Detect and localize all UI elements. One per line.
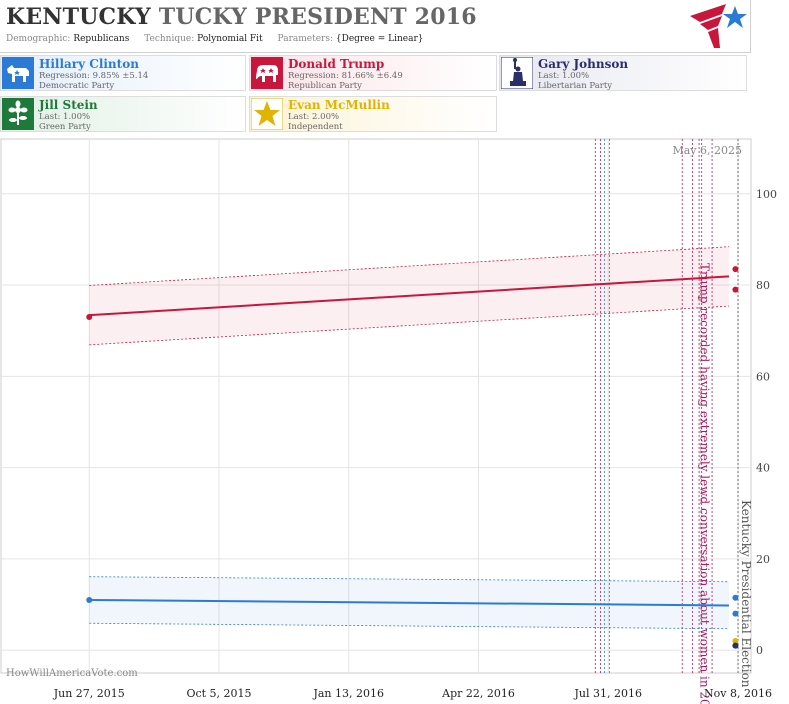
candidate-card-stein[interactable]: Jill Stein Last: 1.00% Green Party: [0, 96, 246, 132]
poll-point: [732, 286, 739, 293]
header-bar: KENTUCKY TUCKY PRESIDENT 2016 Demographi…: [0, 0, 751, 53]
candidate-last: Last: 1.00%: [538, 71, 590, 81]
x-tick-label: Oct 5, 2015: [186, 687, 251, 700]
y-tick-label: 80: [756, 279, 770, 292]
leaf-flower-icon: [2, 98, 34, 130]
band-lower-edge: [89, 305, 729, 346]
poll-point: [732, 642, 739, 649]
y-tick-label: 100: [756, 188, 777, 201]
candidate-name: Hillary Clinton: [39, 57, 139, 71]
title-state: KENTUCKY: [6, 4, 151, 30]
title-race: TUCKY PRESIDENT 2016: [158, 4, 477, 30]
parameters-label: Parameters:: [277, 34, 333, 44]
y-tick-label: 0: [756, 644, 763, 657]
event-annotation: Trump recorded having extremely lewd con…: [698, 263, 712, 704]
candidate-party: Libertarian Party: [538, 81, 613, 91]
candidate-party: Green Party: [39, 122, 91, 132]
candidate-name: Evan McMullin: [288, 98, 390, 112]
polling-chart: Trump recorded having extremely lewd con…: [0, 138, 777, 704]
candidate-card-mcmullin[interactable]: Evan McMullin Last: 2.00% Independent: [249, 96, 497, 132]
x-tick-label: Nov 8, 2016: [704, 687, 772, 700]
candidate-regression: Regression: 81.66% ±6.49: [288, 71, 403, 81]
regression-line: [89, 275, 730, 317]
elephant-icon: [251, 57, 283, 89]
regression-line: [89, 598, 729, 607]
y-tick-label: 20: [756, 553, 770, 566]
x-tick-label: Apr 22, 2016: [441, 687, 515, 700]
band-upper-edge: [89, 576, 729, 583]
demographic-label: Demographic:: [6, 34, 71, 44]
candidate-card-johnson[interactable]: Gary Johnson Last: 1.00% Libertarian Par…: [499, 55, 747, 91]
candidate-name: Gary Johnson: [538, 57, 629, 71]
x-tick-label: Jan 13, 2016: [312, 687, 384, 700]
x-tick-label: Jun 27, 2015: [53, 687, 125, 700]
poll-point: [732, 594, 739, 601]
demographic-value: Republicans: [73, 34, 130, 44]
y-tick-label: 60: [756, 370, 770, 383]
event-annotation: Kentucky Presidential Election: [739, 500, 753, 688]
candidate-card-clinton[interactable]: Hillary Clinton Regression: 9.85% ±5.14 …: [0, 55, 246, 91]
candidate-regression: Regression: 9.85% ±5.14: [39, 71, 149, 81]
candidate-party: Independent: [288, 122, 343, 132]
statue-of-liberty-icon: [501, 57, 533, 89]
plot-frame: [0, 138, 752, 674]
technique-label: Technique:: [144, 34, 195, 44]
candidate-last: Last: 2.00%: [288, 112, 340, 122]
parameters-value: {Degree = Linear}: [335, 34, 424, 44]
star-icon: [251, 98, 283, 130]
poll-point: [732, 638, 739, 645]
poll-point: [86, 314, 93, 320]
candidate-card-trump[interactable]: Donald Trump Regression: 81.66% ±6.49 Re…: [249, 55, 497, 91]
candidate-name: Jill Stein: [39, 98, 98, 112]
site-watermark: HowWillAmericaVote.com: [6, 668, 138, 679]
poll-point: [86, 596, 93, 603]
chart-date-label: May 6, 2025: [672, 144, 742, 157]
band-upper-edge: [89, 246, 729, 286]
candidate-name: Donald Trump: [288, 57, 385, 71]
poll-point: [732, 266, 739, 273]
donkey-icon: [2, 57, 34, 89]
candidate-party: Democratic Party: [39, 81, 115, 91]
band-lower-edge: [89, 622, 729, 630]
poll-point: [732, 610, 739, 617]
technique-value: Polynomial Fit: [197, 34, 263, 44]
site-logo-icon[interactable]: [686, 2, 748, 50]
page-title: KENTUCKY TUCKY PRESIDENT 2016: [6, 4, 477, 30]
candidate-party: Republican Party: [288, 81, 362, 91]
y-tick-label: 40: [756, 462, 770, 475]
x-tick-label: Jul 31, 2016: [574, 687, 643, 700]
candidate-last: Last: 1.00%: [39, 112, 91, 122]
chart-parameters: Demographic: Republicans Technique: Poly…: [6, 34, 436, 44]
